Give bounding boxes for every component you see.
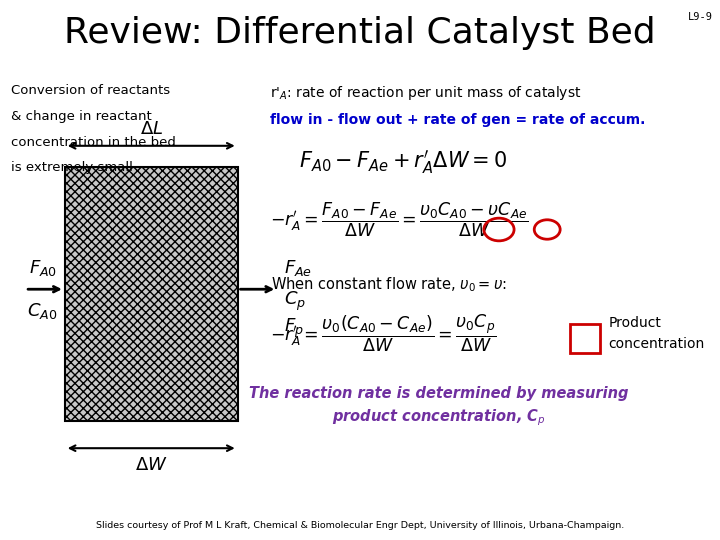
Text: $F_{Ae}$: $F_{Ae}$: [284, 258, 312, 278]
Text: $C_p$: $C_p$: [284, 289, 307, 313]
Text: Conversion of reactants: Conversion of reactants: [11, 84, 170, 97]
Text: $-r^\prime_A = \dfrac{F_{A0} - F_{Ae}}{\Delta W} = \dfrac{\upsilon_0 C_{A0} - \u: $-r^\prime_A = \dfrac{F_{A0} - F_{Ae}}{\…: [270, 201, 528, 239]
Text: $-r^\prime_A = \dfrac{\upsilon_0 \left(C_{A0} - C_{Ae}\right)}{\Delta W} = \dfra: $-r^\prime_A = \dfrac{\upsilon_0 \left(C…: [270, 313, 496, 354]
Text: Review: Differential Catalyst Bed: Review: Differential Catalyst Bed: [64, 16, 656, 50]
Text: $F_{A0}$: $F_{A0}$: [30, 258, 58, 278]
Text: r$'_A$: rate of reaction per unit mass of catalyst: r$'_A$: rate of reaction per unit mass o…: [270, 84, 582, 102]
Text: concentration in the bed: concentration in the bed: [11, 136, 176, 148]
Text: $\Delta L$: $\Delta L$: [140, 120, 163, 138]
Text: Slides courtesy of Prof M L Kraft, Chemical & Biomolecular Engr Dept, University: Slides courtesy of Prof M L Kraft, Chemi…: [96, 521, 624, 530]
Text: & change in reactant: & change in reactant: [11, 110, 151, 123]
Text: L9-9: L9-9: [688, 12, 713, 22]
Text: $\Delta W$: $\Delta W$: [135, 456, 168, 474]
Text: concentration: concentration: [608, 338, 705, 352]
Text: Product: Product: [608, 316, 661, 330]
Text: $F_{A0} - F_{Ae} + r^\prime_A \Delta W = 0$: $F_{A0} - F_{Ae} + r^\prime_A \Delta W =…: [299, 148, 508, 177]
Text: The reaction rate is determined by measuring: The reaction rate is determined by measu…: [249, 386, 629, 401]
Text: $F_p$: $F_p$: [284, 316, 304, 340]
Text: When constant flow rate, $\upsilon_0 = \upsilon$:: When constant flow rate, $\upsilon_0 = \…: [271, 275, 507, 294]
Text: product concentration, C$_p$: product concentration, C$_p$: [333, 408, 546, 428]
Text: flow in - flow out + rate of gen = rate of accum.: flow in - flow out + rate of gen = rate …: [270, 113, 645, 127]
Bar: [65, 167, 238, 421]
Text: $C_{A0}$: $C_{A0}$: [27, 301, 58, 321]
Text: is extremely small: is extremely small: [11, 161, 132, 174]
